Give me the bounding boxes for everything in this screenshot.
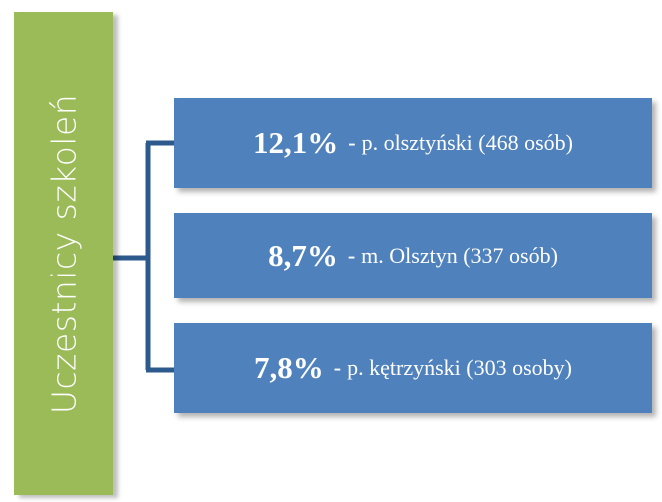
dash: - bbox=[347, 242, 356, 268]
percent: 7,8% bbox=[254, 350, 324, 385]
percent: 8,7% bbox=[268, 237, 338, 273]
item-box: 8,7% - m. Olsztyn (337 osób) bbox=[174, 213, 652, 298]
item-text: m. Olsztyn (337 osób) bbox=[361, 242, 558, 268]
root-label: Uczestnicy szkoleń bbox=[44, 93, 83, 414]
item-text: p. olsztyński (468 osób) bbox=[361, 130, 574, 155]
root-node: Uczestnicy szkoleń bbox=[14, 12, 113, 495]
item-box: 7,8% - p. kętrzyński (303 osoby) bbox=[174, 323, 652, 413]
dash: - bbox=[333, 355, 342, 380]
dash: - bbox=[348, 130, 356, 155]
item-box: 12,1% - p. olsztyński (468 osób) bbox=[174, 98, 652, 188]
percent: 12,1% bbox=[252, 125, 339, 160]
item-text: p. kętrzyński (303 osoby) bbox=[347, 355, 572, 380]
